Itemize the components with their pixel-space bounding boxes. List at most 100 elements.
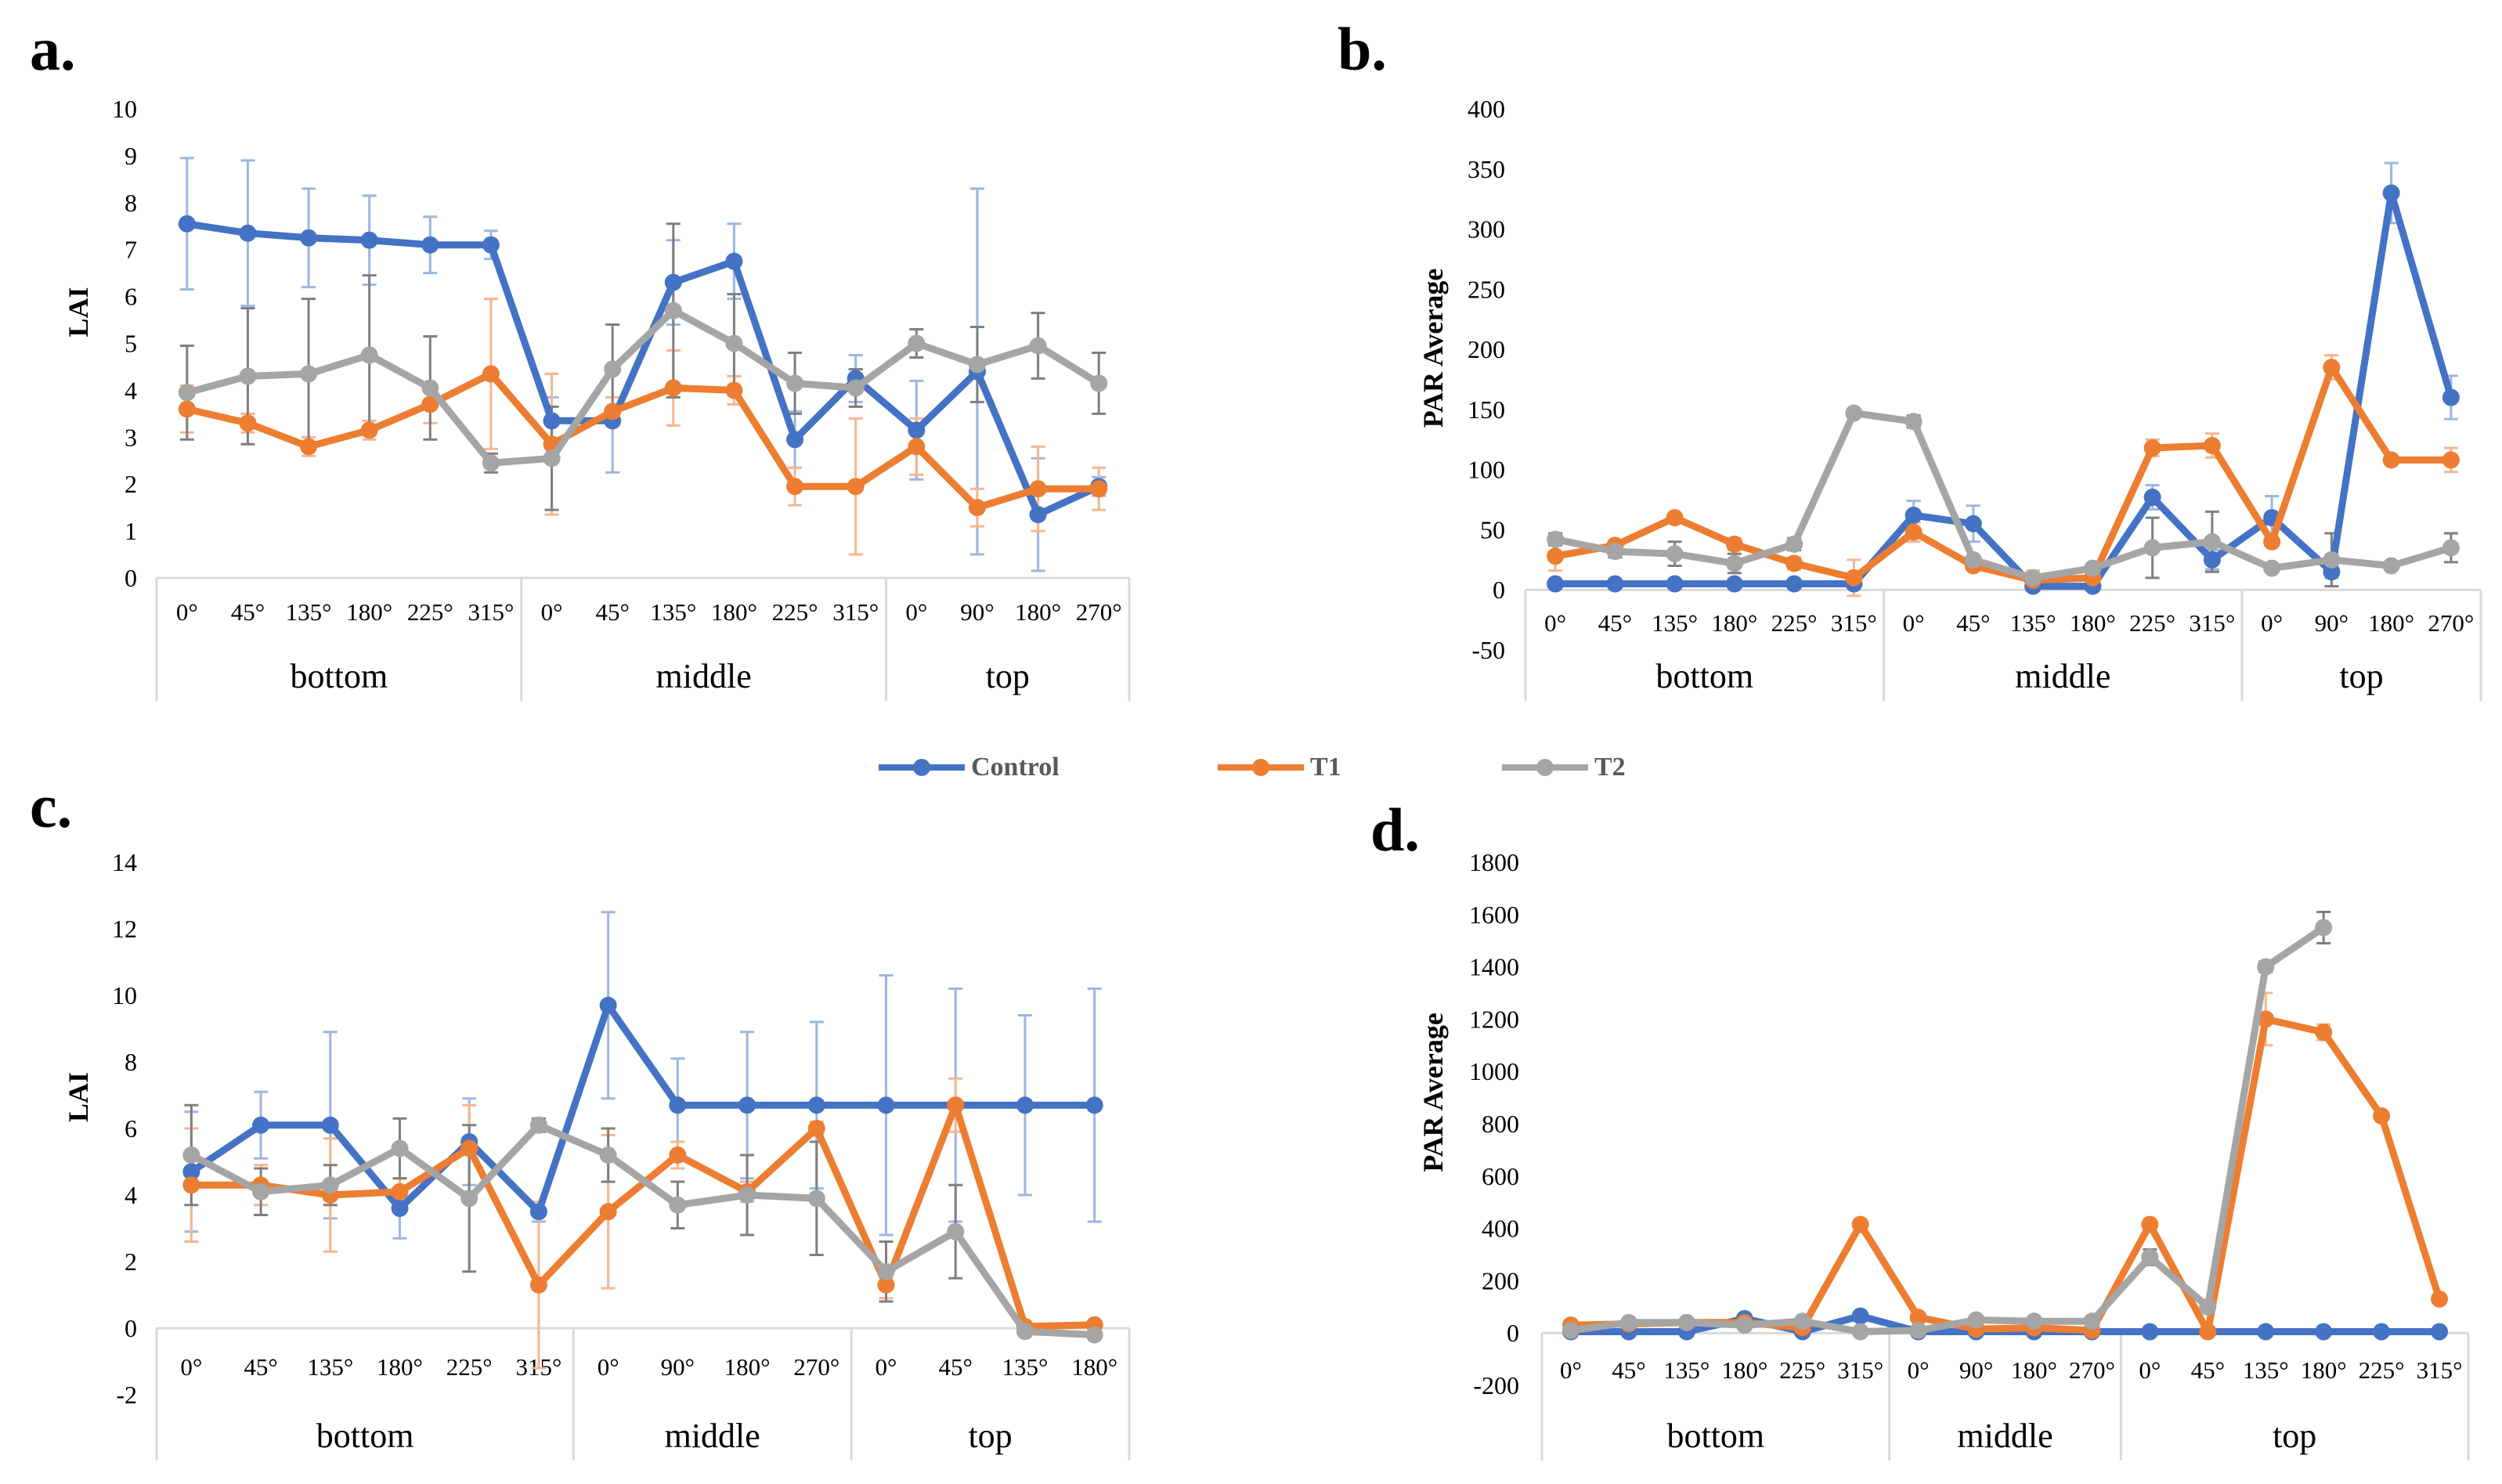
- data-point-control: [807, 1096, 825, 1114]
- data-point-t1: [725, 381, 743, 399]
- data-point-t1: [2141, 1215, 2159, 1233]
- x-group-label: bottom: [291, 657, 388, 695]
- data-point-t2: [529, 1116, 547, 1134]
- y-tick-label: 0: [1493, 576, 1505, 604]
- x-tick-label: 225°: [446, 1353, 493, 1381]
- x-tick-label: 180°: [1711, 609, 1757, 637]
- data-point-t2: [2315, 919, 2333, 937]
- data-point-t2: [2257, 958, 2275, 976]
- data-point-t1: [968, 499, 986, 517]
- data-point-t2: [2323, 551, 2341, 569]
- data-point-t2: [2025, 1312, 2043, 1331]
- data-point-t1: [300, 438, 318, 456]
- data-point-t2: [2382, 557, 2400, 575]
- data-point-t1: [2203, 436, 2221, 454]
- data-point-t2: [1606, 543, 1624, 561]
- data-point-control: [2141, 1323, 2159, 1341]
- data-point-control: [2373, 1323, 2391, 1341]
- data-point-t2: [2199, 1298, 2217, 1316]
- y-tick-label: 10: [112, 981, 137, 1009]
- data-point-t2: [1845, 404, 1863, 422]
- data-point-t2: [669, 1196, 687, 1214]
- x-tick-label: 225°: [407, 598, 453, 626]
- series-line-t1: [186, 370, 1099, 511]
- y-tick-label: 1: [125, 517, 137, 545]
- data-point-control: [360, 231, 378, 249]
- data-point-t2: [1666, 545, 1684, 563]
- data-point-control: [529, 1203, 547, 1221]
- data-point-control: [786, 431, 804, 449]
- x-group-label: top: [968, 1417, 1012, 1455]
- x-tick-label: 135°: [2243, 1356, 2289, 1384]
- panel-label-a: a.: [30, 15, 76, 83]
- data-point-t2: [908, 334, 926, 352]
- data-point-control: [1085, 1096, 1103, 1114]
- data-point-t2: [2084, 559, 2102, 577]
- x-tick-label: 0°: [1560, 1356, 1582, 1384]
- data-point-t2: [1547, 530, 1565, 548]
- y-tick-label: 0: [125, 564, 137, 592]
- data-point-control: [2203, 551, 2221, 569]
- data-point-t1: [847, 478, 865, 496]
- x-tick-label: 135°: [307, 1353, 353, 1381]
- x-tick-label: 45°: [1956, 609, 1990, 637]
- legend-swatch-t2: [1502, 748, 1588, 787]
- y-tick-label: 9: [125, 142, 137, 170]
- legend-label-t1: T1: [1310, 753, 1341, 782]
- y-tick-label: 10: [112, 95, 137, 123]
- data-point-t1: [604, 403, 622, 421]
- y-tick-label: 250: [1468, 275, 1505, 303]
- data-point-t2: [968, 356, 986, 374]
- data-point-t2: [786, 374, 804, 392]
- y-tick-label: 1000: [1469, 1057, 1519, 1085]
- data-point-t2: [391, 1139, 409, 1157]
- x-tick-label: 45°: [595, 598, 629, 626]
- data-point-control: [2382, 184, 2400, 202]
- data-point-t1: [1029, 480, 1047, 498]
- data-point-control: [2315, 1323, 2333, 1341]
- x-group-label: top: [2273, 1417, 2316, 1455]
- panel-label-b: b.: [1338, 15, 1387, 83]
- x-tick-label: 0°: [2261, 609, 2283, 637]
- data-point-control: [2143, 488, 2161, 506]
- y-tick-label: 150: [1468, 395, 1505, 424]
- data-point-t1: [360, 421, 378, 439]
- data-point-t1: [2373, 1107, 2391, 1125]
- data-point-t2: [847, 379, 865, 397]
- y-tick-label: 200: [1468, 335, 1505, 363]
- data-point-t2: [1561, 1321, 1580, 1339]
- data-point-control: [908, 421, 926, 439]
- data-point-control: [2431, 1323, 2449, 1341]
- data-point-control: [252, 1116, 270, 1134]
- x-tick-label: 180°: [711, 598, 757, 626]
- x-tick-label: 0°: [541, 598, 563, 626]
- data-point-t2: [239, 367, 257, 385]
- data-point-t2: [599, 1146, 617, 1164]
- data-point-t2: [2083, 1312, 2101, 1331]
- data-point-t1: [786, 478, 804, 496]
- data-point-t1: [239, 414, 257, 432]
- x-tick-label: 45°: [1598, 609, 1632, 637]
- y-tick-label: 8: [125, 189, 137, 217]
- data-point-control: [2323, 563, 2341, 581]
- data-point-t2: [460, 1190, 478, 1208]
- y-tick-label: 350: [1468, 155, 1505, 183]
- y-tick-label: 6: [125, 283, 137, 311]
- y-tick-label: 100: [1468, 456, 1505, 484]
- x-tick-label: 45°: [939, 1353, 973, 1381]
- y-tick-label: 6: [125, 1114, 137, 1143]
- data-point-t2: [807, 1190, 825, 1208]
- data-point-control: [1904, 507, 1923, 525]
- data-point-control: [1016, 1096, 1034, 1114]
- data-point-control: [1725, 575, 1743, 593]
- data-point-t2: [1029, 337, 1047, 355]
- series-line-t2: [190, 1121, 1095, 1338]
- data-point-t1: [947, 1096, 965, 1114]
- data-point-t1: [2315, 1024, 2333, 1042]
- y-tick-label: 400: [1482, 1215, 1519, 1243]
- legend-item-t1: T1: [1218, 748, 1341, 787]
- y-tick-label: 800: [1482, 1110, 1519, 1138]
- series-line-t2: [186, 307, 1101, 467]
- data-point-t1: [1904, 523, 1923, 541]
